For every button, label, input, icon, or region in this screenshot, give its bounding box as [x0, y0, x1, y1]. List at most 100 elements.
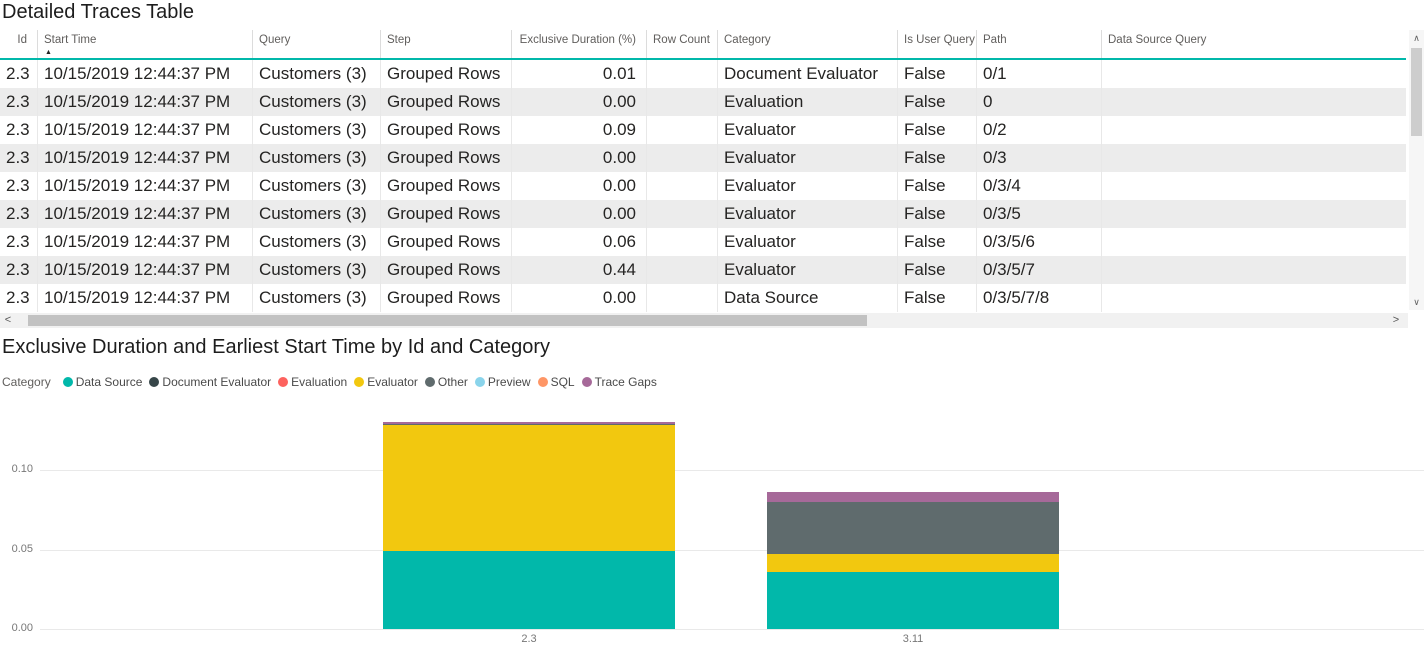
table-row[interactable]: 2.3 10/15/2019 12:44:37 PM Customers (3) Gr…	[0, 228, 1406, 256]
table-row[interactable]: 2.3 10/15/2019 12:44:37 PM Customers (3) Gr…	[0, 88, 1406, 116]
table-cell-start-time: 10/15/2019 12:44:37 PM	[38, 172, 253, 200]
table-cell-id: 2.3	[0, 256, 38, 284]
legend-swatch-icon	[581, 377, 592, 387]
table-row[interactable]: 2.3 10/15/2019 12:44:37 PM Customers (3) Gr…	[0, 200, 1406, 228]
table-cell-query: Customers (3)	[253, 88, 381, 116]
table-cell-exclusive-duration: 0.00	[512, 200, 647, 228]
table-cell-row-count	[647, 60, 718, 88]
column-header-row-count[interactable]: Row Count	[647, 30, 718, 58]
table-row[interactable]: 2.3 10/15/2019 12:44:37 PM Customers (3) Gr…	[0, 256, 1406, 284]
table-cell-step: Grouped Rows	[381, 200, 512, 228]
table-row[interactable]: 2.3 10/15/2019 12:44:37 PM Customers (3) Gr…	[0, 60, 1406, 88]
table-cell-id: 2.3	[0, 60, 38, 88]
table-cell-category: Evaluation	[718, 88, 898, 116]
table-cell-data-source-query	[1102, 284, 1406, 312]
legend-swatch-icon	[537, 377, 548, 387]
legend-title: Category	[2, 375, 51, 389]
column-header-is-user-query[interactable]: Is User Query	[898, 30, 977, 58]
legend-item-other[interactable]: Other	[424, 375, 468, 389]
table-cell-row-count	[647, 228, 718, 256]
column-header-label: Row Count	[653, 34, 710, 46]
table-cell-is-user-query: False	[898, 144, 977, 172]
table-cell-exclusive-duration: 0.09	[512, 116, 647, 144]
table-cell-category: Evaluator	[718, 144, 898, 172]
gridline	[40, 470, 1424, 471]
bar-segment-2-3-other[interactable]	[383, 423, 675, 426]
gridline	[40, 629, 1424, 630]
gridline	[40, 549, 1424, 551]
table-cell-query: Customers (3)	[253, 284, 381, 312]
bar-segment-3-11-trace-gaps[interactable]	[767, 492, 1059, 502]
legend-swatch-icon	[149, 377, 160, 387]
table-cell-start-time: 10/15/2019 12:44:37 PM	[38, 116, 253, 144]
bar-segment-3-11-data-source[interactable]	[767, 571, 1059, 629]
table-cell-exclusive-duration: 0.06	[512, 228, 647, 256]
y-axis-tick-label: 0.10	[11, 463, 33, 475]
y-axis-tick-label: 0.05	[11, 542, 33, 555]
chart-title: Exclusive Duration and Earliest Start Ti…	[2, 336, 551, 358]
scroll-left-icon[interactable]: <	[4, 314, 12, 326]
bar-segment-3-11-other[interactable]	[767, 501, 1059, 555]
table-cell-data-source-query	[1102, 144, 1406, 172]
legend-item-label: Evaluator	[367, 375, 418, 389]
table-cell-id: 2.3	[0, 144, 38, 172]
sort-ascending-icon: ▲	[45, 49, 52, 56]
table-cell-id: 2.3	[0, 200, 38, 228]
bar-segment-3-11-evaluator[interactable]	[767, 554, 1059, 572]
table-cell-exclusive-duration: 0.01	[512, 60, 647, 88]
table-cell-start-time: 10/15/2019 12:44:37 PM	[38, 228, 253, 256]
table-cell-path: 0/3/5	[977, 200, 1102, 228]
column-header-path[interactable]: Path	[977, 30, 1102, 58]
legend-item-evaluation[interactable]: Evaluation	[278, 375, 347, 389]
scroll-right-icon[interactable]: >	[1392, 314, 1400, 326]
column-header-id[interactable]: Id	[0, 30, 38, 58]
horizontal-scrollbar-thumb[interactable]	[28, 315, 867, 326]
vertical-scrollbar-thumb[interactable]	[1411, 48, 1422, 136]
table-vertical-scrollbar[interactable]: ∧ ∨	[1409, 30, 1424, 310]
column-header-exclusive-duration[interactable]: Exclusive Duration (%)	[512, 30, 647, 58]
table-cell-is-user-query: False	[898, 256, 977, 284]
column-header-step[interactable]: Step	[381, 30, 512, 58]
legend-item-sql[interactable]: SQL	[537, 375, 575, 389]
table-row[interactable]: 2.3 10/15/2019 12:44:37 PM Customers (3) Gr…	[0, 116, 1406, 144]
scroll-up-icon[interactable]: ∧	[1413, 33, 1420, 43]
table-cell-id: 2.3	[0, 88, 38, 116]
column-header-start-time[interactable]: Start Time ▲	[38, 30, 253, 58]
table-cell-is-user-query: False	[898, 200, 977, 228]
column-header-data-source-query[interactable]: Data Source Query	[1102, 30, 1406, 58]
table-cell-step: Grouped Rows	[381, 256, 512, 284]
table-horizontal-scrollbar[interactable]: < >	[0, 313, 1408, 328]
column-header-label: Start Time	[44, 34, 97, 46]
table-cell-exclusive-duration: 0.00	[512, 284, 647, 312]
legend-item-label: Preview	[487, 375, 531, 389]
table-cell-category: Evaluator	[718, 200, 898, 228]
table-cell-step: Grouped Rows	[381, 60, 512, 88]
table-cell-exclusive-duration: 0.00	[512, 172, 647, 200]
bar-segment-2-3-trace-gaps[interactable]	[383, 422, 675, 424]
column-header-category[interactable]: Category	[718, 30, 898, 58]
table-row[interactable]: 2.3 10/15/2019 12:44:37 PM Customers (3) Gr…	[0, 144, 1406, 172]
table-cell-row-count	[647, 88, 718, 116]
table-cell-query: Customers (3)	[253, 60, 381, 88]
table-row[interactable]: 2.3 10/15/2019 12:44:37 PM Customers (3) Gr…	[0, 172, 1406, 200]
bar-segment-2-3-evaluator[interactable]	[383, 425, 675, 552]
legend-item-label: Data Source	[75, 375, 143, 389]
legend-item-data-source[interactable]: Data Source	[62, 375, 143, 389]
table-cell-data-source-query	[1102, 60, 1406, 88]
table-cell-step: Grouped Rows	[381, 284, 512, 312]
table-cell-category: Evaluator	[718, 172, 898, 200]
table-cell-step: Grouped Rows	[381, 88, 512, 116]
column-header-label: Id	[17, 34, 27, 46]
scroll-down-icon[interactable]: ∨	[1413, 297, 1420, 307]
bar-segment-2-3-data-source[interactable]	[383, 551, 675, 629]
table-row[interactable]: 2.3 10/15/2019 12:44:37 PM Customers (3) Gr…	[0, 284, 1406, 312]
table-cell-is-user-query: False	[898, 88, 977, 116]
legend-item-document-evaluator[interactable]: Document Evaluator	[149, 375, 271, 389]
legend-item-trace-gaps[interactable]: Trace Gaps	[581, 375, 657, 389]
legend-item-evaluator[interactable]: Evaluator	[354, 375, 418, 389]
column-header-query[interactable]: Query	[253, 30, 381, 58]
table-cell-is-user-query: False	[898, 172, 977, 200]
legend-item-preview[interactable]: Preview	[474, 375, 531, 389]
x-axis-category-label: 2.3	[521, 633, 537, 645]
